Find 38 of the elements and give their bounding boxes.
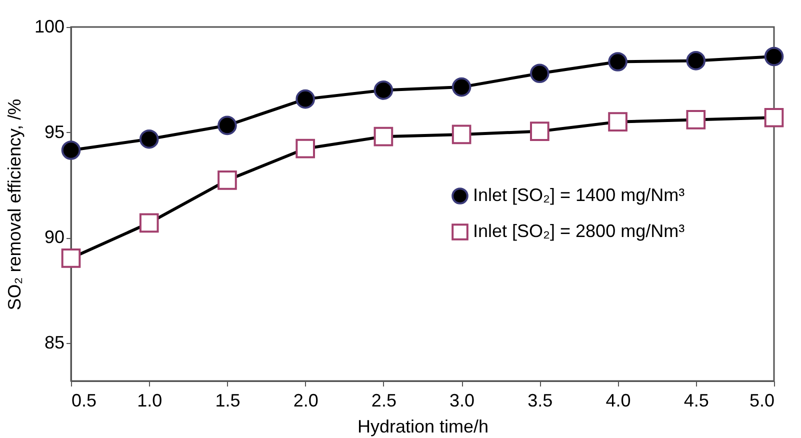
x-tick-label: 1.5 bbox=[215, 390, 240, 410]
x-tick-label: 2.0 bbox=[293, 390, 318, 410]
point bbox=[452, 77, 472, 97]
point bbox=[61, 140, 81, 160]
point bbox=[218, 170, 237, 190]
point bbox=[686, 110, 706, 130]
x-tick-label: 5.0 bbox=[749, 390, 774, 410]
x-tick-label: 1.0 bbox=[137, 390, 162, 410]
x-tick-label: 2.5 bbox=[371, 390, 396, 410]
x-tick-label: 3.0 bbox=[450, 390, 475, 410]
x-tick-label: 4.5 bbox=[684, 390, 709, 410]
point bbox=[764, 108, 784, 128]
legend-label: Inlet [SO₂] = 2800 mg/Nm³ bbox=[473, 221, 685, 241]
x-axis-title: Hydration time/h bbox=[357, 416, 489, 436]
y-axis-title: SO₂ removal efficiency, /% bbox=[4, 98, 24, 310]
x-tick-label: 3.5 bbox=[528, 390, 553, 410]
y-tick-label: 85 bbox=[44, 332, 64, 353]
point bbox=[374, 80, 394, 100]
x-tick-label: 4.0 bbox=[606, 390, 631, 410]
point bbox=[296, 89, 315, 109]
point bbox=[764, 46, 784, 66]
y-tick-label: 90 bbox=[44, 227, 64, 248]
point bbox=[61, 248, 81, 268]
point bbox=[530, 122, 550, 141]
point bbox=[296, 138, 315, 158]
point bbox=[374, 126, 394, 146]
x-tick-label: 0.5 bbox=[72, 390, 97, 410]
point bbox=[139, 213, 159, 233]
y-tick-label: 95 bbox=[44, 122, 64, 142]
point bbox=[608, 112, 628, 132]
point bbox=[530, 64, 550, 83]
point bbox=[139, 129, 159, 149]
point bbox=[686, 51, 706, 70]
legend-label: Inlet [SO₂] = 1400 mg/Nm³ bbox=[473, 185, 685, 205]
point bbox=[608, 52, 628, 72]
y-tick-label: 100 bbox=[34, 16, 64, 36]
point bbox=[218, 116, 237, 136]
point bbox=[452, 124, 472, 144]
